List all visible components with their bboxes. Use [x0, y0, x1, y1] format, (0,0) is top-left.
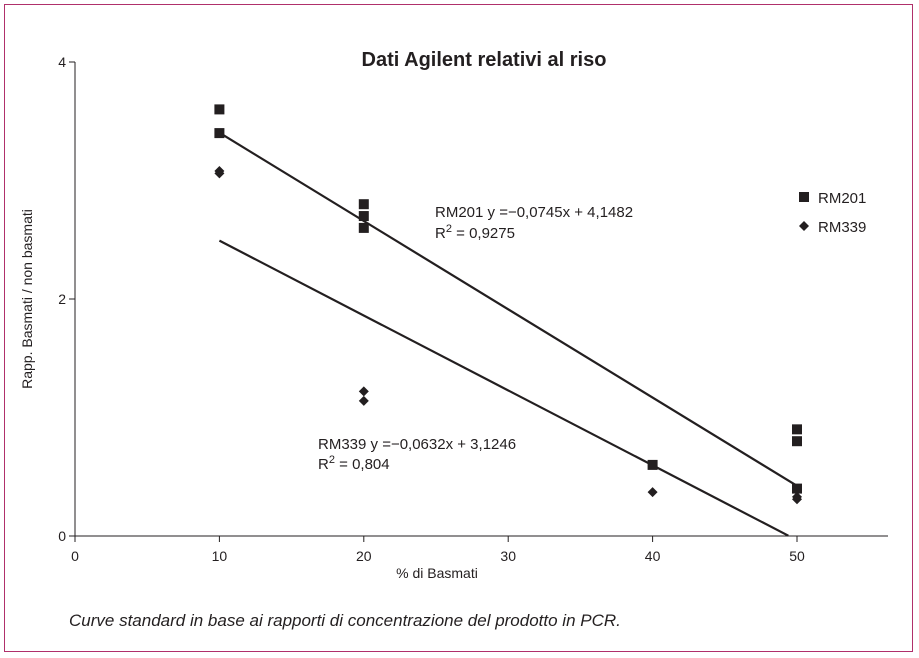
- r2-rm339-exponent: 2: [329, 454, 335, 466]
- equation-rm339-text: RM339 y =−0,0632x + 3,1246: [318, 436, 516, 453]
- point-rm201: [358, 199, 369, 210]
- point-rm201: [792, 436, 802, 447]
- trendline-rm339: [218, 239, 789, 537]
- point-rm201: [358, 222, 369, 233]
- x-axis-label: % di Basmati: [396, 565, 478, 581]
- point-rm201: [214, 128, 225, 139]
- point-rm201: [214, 104, 225, 115]
- point-rm201: [792, 483, 802, 494]
- y-axis-label: Rapp. Basmati / non basmati: [19, 209, 35, 389]
- point-rm201: [647, 459, 658, 470]
- point-rm339: [214, 168, 225, 179]
- x-tick-label: 40: [645, 548, 661, 564]
- r2-rm201-value: = 0,9275: [452, 225, 515, 242]
- figure-frame: [4, 4, 913, 652]
- y-tick-label: 2: [58, 291, 66, 307]
- r2-rm201-prefix: R: [435, 225, 446, 242]
- trendlines: [218, 131, 798, 537]
- equation-rm201: RM201 y =−0,0745x + 4,1482 R2 = 0,9275: [435, 204, 633, 242]
- y-axis-ticks: 0 2 4: [58, 54, 75, 544]
- chart-title: Dati Agilent relativi al riso: [362, 49, 607, 71]
- x-tick-label: 50: [789, 548, 805, 564]
- legend-label-rm339: RM339: [818, 219, 866, 236]
- legend-marker-rm201: [799, 192, 809, 202]
- point-rm201: [792, 424, 802, 435]
- data-points: [214, 104, 802, 505]
- x-tick-label: 10: [212, 548, 228, 564]
- legend-marker-rm339: [799, 221, 809, 231]
- point-rm201: [358, 211, 369, 222]
- legend-label-rm201: RM201: [818, 190, 866, 207]
- r2-rm339-value: = 0,804: [335, 456, 390, 473]
- point-rm339: [792, 494, 802, 505]
- x-tick-label: 0: [71, 548, 79, 564]
- point-rm339: [647, 487, 658, 498]
- trendline-rm201: [218, 131, 798, 487]
- x-tick-label: 20: [356, 548, 372, 564]
- r2-rm339-text: R2 = 0,804: [318, 454, 390, 473]
- x-tick-label: 30: [500, 548, 516, 564]
- figure-caption: Curve standard in base ai rapporti di co…: [69, 611, 621, 630]
- y-tick-label: 4: [58, 54, 66, 70]
- r2-rm201-text: R2 = 0,9275: [435, 223, 515, 242]
- point-rm339: [358, 395, 369, 406]
- equation-rm201-text: RM201 y =−0,0745x + 4,1482: [435, 204, 633, 221]
- r2-rm339-prefix: R: [318, 456, 329, 473]
- r2-rm201-exponent: 2: [446, 223, 452, 235]
- equation-rm339: RM339 y =−0,0632x + 3,1246 R2 = 0,804: [318, 436, 516, 473]
- x-axis-ticks: 0 10 20 30 40 50: [71, 536, 805, 564]
- legend: RM201 RM339: [799, 190, 866, 236]
- point-rm339: [358, 386, 369, 397]
- y-tick-label: 0: [58, 528, 66, 544]
